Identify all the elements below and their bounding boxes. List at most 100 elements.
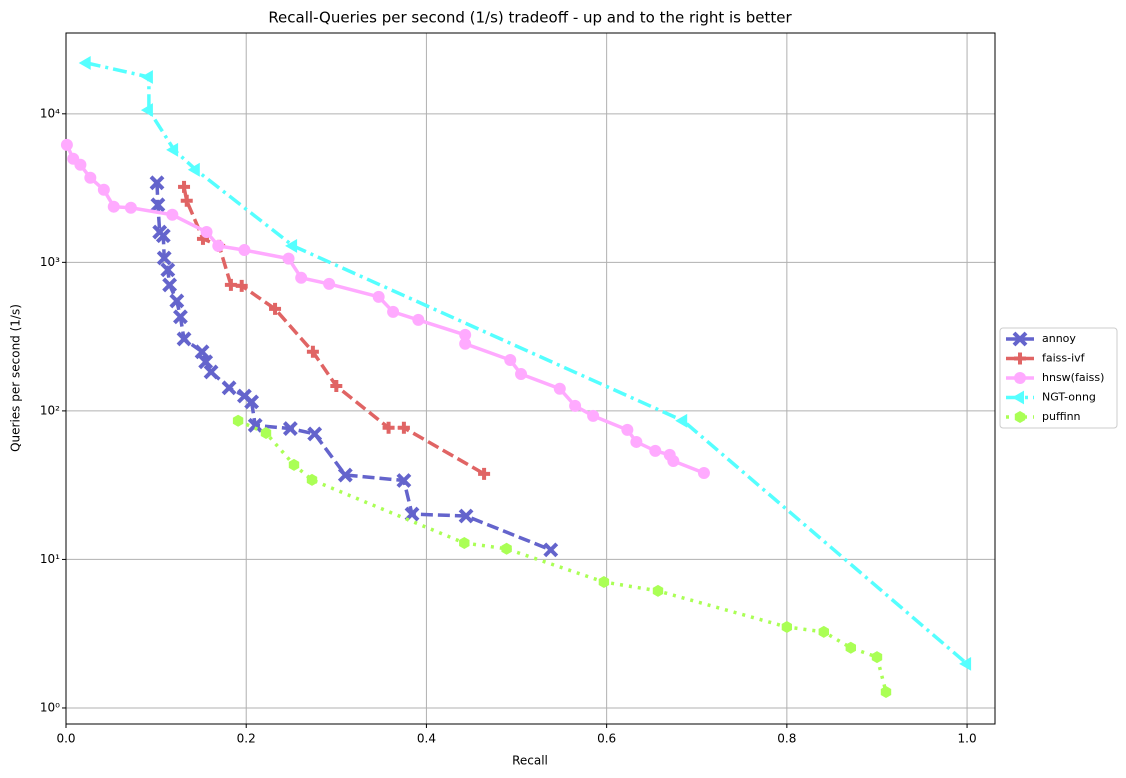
legend-label: faiss-ivf bbox=[1042, 352, 1086, 365]
marker bbox=[78, 56, 91, 70]
marker bbox=[140, 70, 153, 84]
x-tick-label: 0.2 bbox=[237, 732, 256, 746]
marker bbox=[459, 337, 472, 350]
marker bbox=[74, 158, 87, 171]
marker bbox=[295, 271, 308, 284]
marker bbox=[818, 625, 829, 638]
marker bbox=[621, 423, 634, 436]
marker bbox=[162, 277, 178, 293]
legend-marker bbox=[1014, 352, 1026, 365]
legend-label: NGT-onng bbox=[1042, 391, 1096, 404]
marker bbox=[880, 686, 892, 698]
marker bbox=[697, 466, 710, 479]
marker bbox=[282, 252, 295, 265]
marker bbox=[382, 421, 395, 434]
marker bbox=[60, 138, 73, 151]
legend-label: annoy bbox=[1042, 332, 1076, 345]
marker bbox=[459, 537, 470, 549]
marker bbox=[156, 250, 172, 266]
marker bbox=[323, 277, 336, 290]
marker bbox=[675, 413, 688, 428]
marker bbox=[845, 641, 856, 654]
legend-label: hnsw(faiss) bbox=[1042, 371, 1104, 384]
series-line bbox=[155, 182, 552, 552]
x-tick-label: 0.8 bbox=[777, 732, 796, 746]
marker bbox=[306, 345, 319, 358]
marker bbox=[501, 542, 512, 555]
marker bbox=[515, 368, 528, 381]
marker bbox=[871, 651, 883, 664]
marker bbox=[504, 354, 517, 367]
marker bbox=[140, 103, 153, 117]
marker bbox=[288, 458, 300, 471]
series-line bbox=[237, 419, 888, 693]
marker bbox=[478, 467, 491, 480]
marker bbox=[235, 279, 248, 292]
marker bbox=[587, 409, 600, 422]
marker bbox=[387, 305, 400, 318]
marker bbox=[166, 142, 179, 157]
marker bbox=[84, 171, 97, 184]
marker bbox=[149, 175, 165, 191]
marker bbox=[330, 380, 343, 393]
marker bbox=[269, 302, 282, 315]
marker bbox=[224, 278, 237, 291]
x-tick-label: 1.0 bbox=[958, 732, 977, 746]
x-tick-label: 0.0 bbox=[56, 732, 75, 746]
legend-marker bbox=[1014, 372, 1026, 384]
marker bbox=[307, 426, 323, 442]
x-tick-label: 0.4 bbox=[417, 732, 436, 746]
marker bbox=[781, 621, 792, 633]
y-tick-label: 10¹ bbox=[40, 552, 60, 566]
series-line bbox=[182, 186, 485, 476]
marker bbox=[198, 354, 214, 370]
legend-marker bbox=[1012, 331, 1028, 347]
series-line bbox=[86, 61, 969, 666]
legend-box bbox=[999, 327, 1118, 429]
marker bbox=[97, 183, 110, 196]
marker bbox=[194, 344, 210, 360]
y-tick-label: 10² bbox=[40, 403, 60, 417]
legend-marker bbox=[1014, 411, 1026, 423]
marker bbox=[232, 414, 244, 427]
marker bbox=[169, 293, 185, 309]
marker bbox=[630, 435, 643, 448]
marker bbox=[598, 576, 610, 588]
marker bbox=[247, 417, 263, 433]
marker bbox=[285, 239, 298, 253]
marker bbox=[244, 394, 260, 410]
marker bbox=[372, 290, 385, 303]
y-tick-label: 10³ bbox=[40, 255, 60, 269]
marker bbox=[178, 180, 191, 193]
y-axis-label: Queries per second (1/s) bbox=[9, 304, 23, 452]
marker bbox=[959, 657, 972, 671]
marker bbox=[569, 399, 582, 412]
marker bbox=[337, 467, 353, 483]
marker bbox=[412, 313, 425, 326]
marker bbox=[173, 309, 188, 325]
legend-label: puffinn bbox=[1042, 410, 1081, 423]
marker bbox=[221, 380, 237, 396]
marker bbox=[124, 201, 137, 214]
marker bbox=[187, 162, 200, 177]
y-tick-label: 10⁴ bbox=[40, 106, 60, 120]
marker bbox=[176, 331, 192, 347]
marker bbox=[543, 542, 559, 558]
marker bbox=[238, 244, 251, 257]
marker bbox=[212, 239, 225, 252]
marker bbox=[458, 508, 474, 524]
marker bbox=[260, 427, 272, 439]
marker bbox=[200, 226, 213, 239]
chart-title: Recall-Queries per second (1/s) tradeoff… bbox=[268, 9, 792, 27]
marker bbox=[203, 364, 219, 380]
legend-marker bbox=[1012, 390, 1024, 405]
marker bbox=[397, 421, 410, 434]
legend: annoy faiss-ivf hnsw(faiss) NGT-onng puffinn bbox=[999, 327, 1118, 429]
marker bbox=[553, 382, 566, 395]
x-axis-label: Recall bbox=[512, 754, 548, 768]
marker bbox=[160, 262, 176, 278]
marker bbox=[155, 228, 171, 244]
marker bbox=[649, 444, 662, 457]
marker bbox=[396, 473, 412, 488]
